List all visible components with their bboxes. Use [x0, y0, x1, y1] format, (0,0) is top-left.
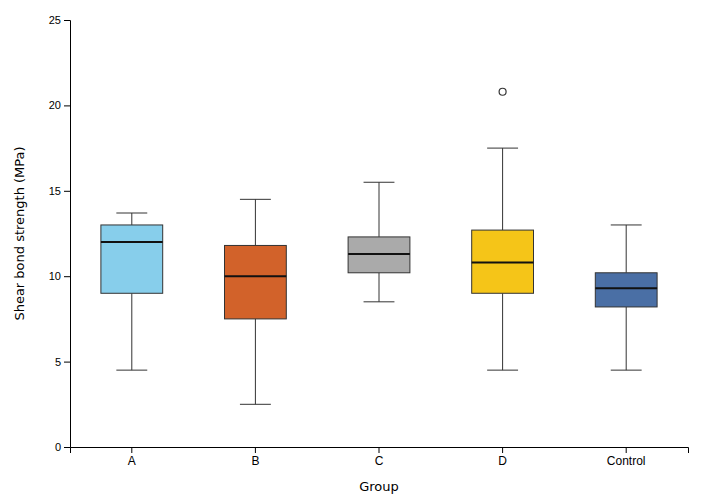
- tick-label: Control: [607, 454, 646, 468]
- whisker: [502, 148, 503, 230]
- tick: A: [128, 447, 136, 468]
- median: [348, 253, 410, 255]
- tick: 20: [49, 99, 70, 111]
- tick-mark: [64, 105, 70, 106]
- tick-label: 20: [49, 99, 61, 111]
- tick-label: C: [375, 454, 384, 468]
- tick-label: 25: [49, 14, 61, 26]
- tick-label: 15: [49, 185, 61, 197]
- cap: [116, 370, 147, 371]
- axis-line: [64, 21, 71, 448]
- median: [101, 241, 163, 243]
- whisker: [255, 319, 256, 404]
- cap: [240, 199, 271, 200]
- tick-mark: [64, 276, 70, 277]
- median: [595, 287, 657, 289]
- tick-mark: [64, 447, 70, 448]
- tick: 15: [49, 185, 70, 197]
- whisker: [131, 293, 132, 370]
- whisker: [379, 273, 380, 302]
- tick-label: 5: [55, 356, 61, 368]
- box-group: [472, 88, 534, 370]
- box: [348, 237, 410, 273]
- cap: [364, 301, 395, 302]
- tick: C: [375, 447, 384, 468]
- tick: D: [498, 447, 507, 468]
- box: [472, 230, 534, 293]
- tick-mark: [64, 362, 70, 363]
- whisker: [255, 199, 256, 245]
- tick: 0: [55, 441, 70, 453]
- x-axis-title: Group: [359, 479, 399, 494]
- cap: [240, 404, 271, 405]
- median: [225, 275, 287, 277]
- axis-line: [71, 448, 689, 454]
- cap: [611, 370, 642, 371]
- plot: 0 5 10 15 20 25 A B C D Control Group Shear bond str…: [12, 14, 689, 494]
- y-axis-title: Shear bond strength (MPa): [12, 146, 27, 320]
- box-group: [595, 225, 657, 370]
- cap: [487, 148, 518, 149]
- tick: B: [251, 447, 259, 468]
- y-axis: 0 5 10 15 20 25: [49, 14, 71, 453]
- tick-mark: [131, 447, 132, 453]
- box: [101, 225, 163, 293]
- tick-label: B: [251, 454, 259, 468]
- tick-mark: [255, 447, 256, 453]
- whisker: [502, 293, 503, 370]
- box-group: [348, 182, 410, 302]
- tick-mark: [64, 20, 70, 21]
- tick-label: A: [128, 454, 136, 468]
- tick-mark: [502, 447, 503, 453]
- tick-mark: [626, 447, 627, 453]
- x-axis: A B C D Control: [71, 447, 689, 468]
- whisker: [379, 182, 380, 237]
- tick: Control: [607, 447, 646, 468]
- whisker: [626, 307, 627, 370]
- box: [595, 273, 657, 307]
- tick-label: D: [498, 454, 507, 468]
- whisker: [626, 225, 627, 273]
- tick: 5: [55, 356, 70, 368]
- box-group: [101, 213, 163, 370]
- cap: [364, 182, 395, 183]
- cap: [611, 224, 642, 225]
- cap: [116, 213, 147, 214]
- tick-mark: [379, 447, 380, 453]
- median: [472, 262, 534, 264]
- tick-label: 10: [49, 270, 61, 282]
- cap: [487, 370, 518, 371]
- box: [225, 245, 287, 318]
- whisker: [131, 213, 132, 225]
- chart: 0 5 10 15 20 25 A B C D Control Group Shear bond str…: [0, 0, 712, 503]
- tick-mark: [64, 191, 70, 192]
- flier: [499, 88, 506, 95]
- tick: 25: [49, 14, 70, 26]
- tick: 10: [49, 270, 70, 282]
- boxes: [101, 88, 657, 404]
- tick-label: 0: [55, 441, 61, 453]
- box-group: [225, 199, 287, 404]
